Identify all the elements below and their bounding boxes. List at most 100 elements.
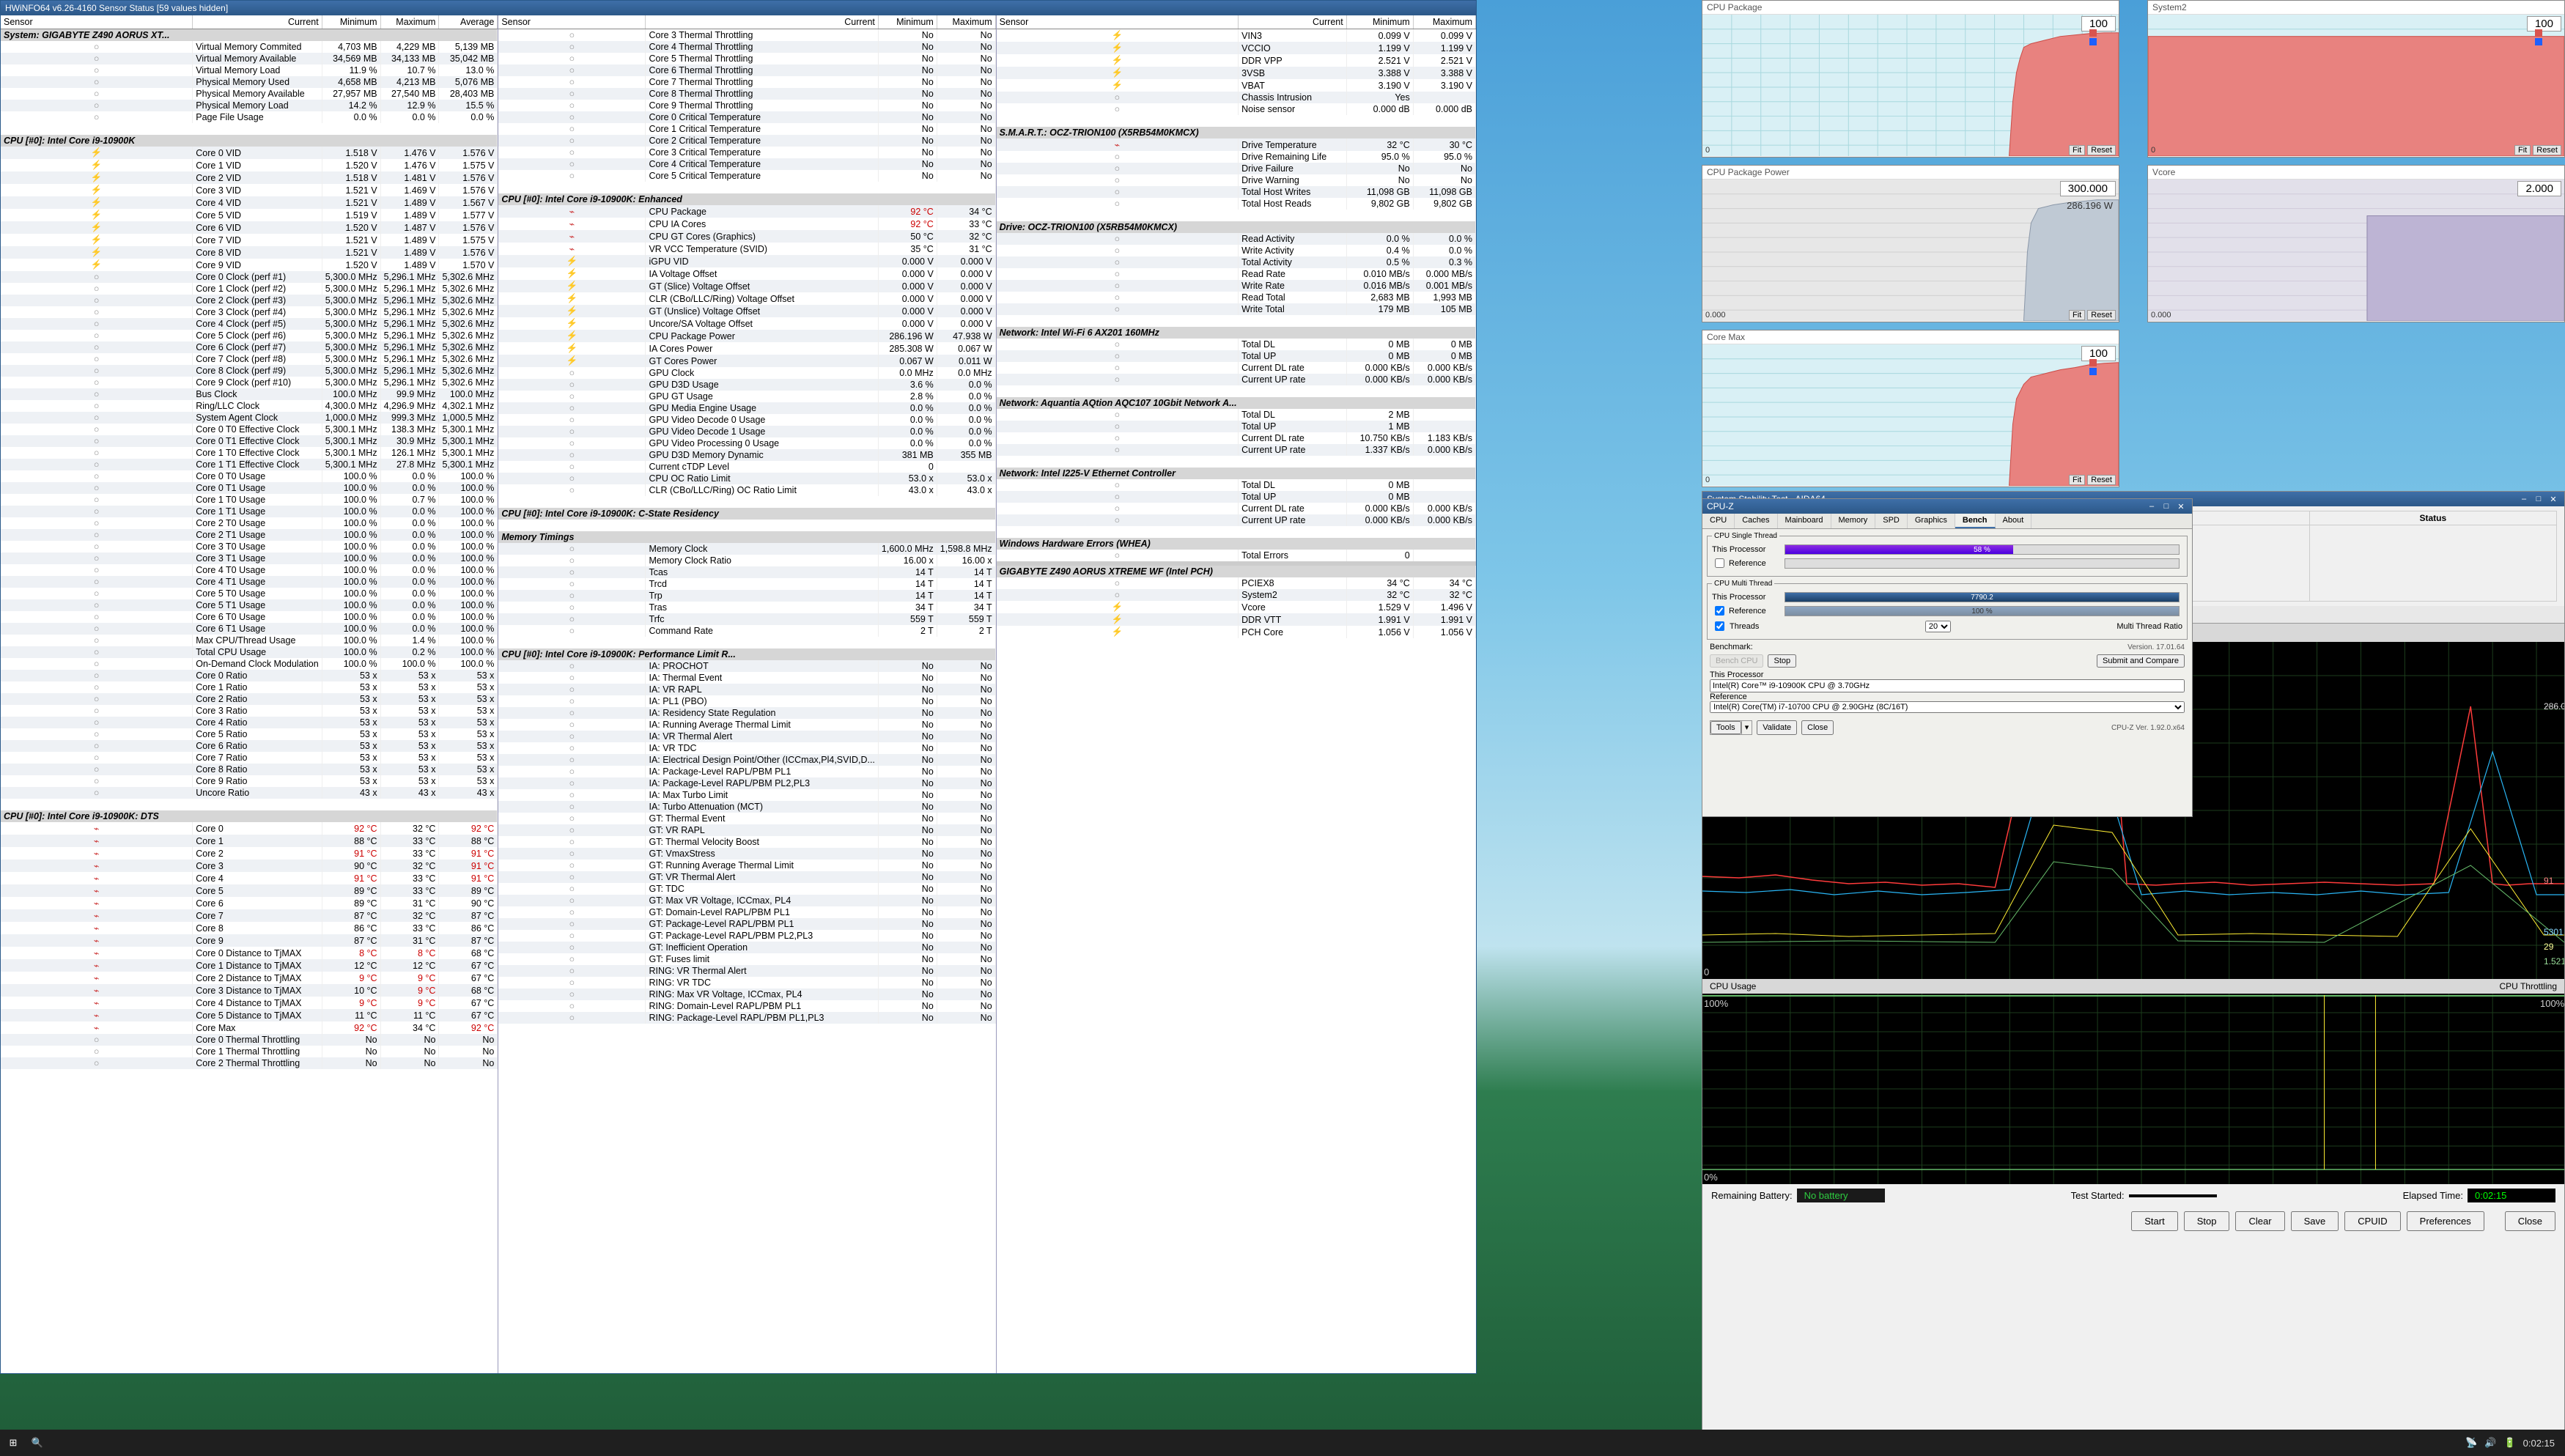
table-row[interactable]: ○ GT: Running Average Thermal Limit No No <box>498 860 995 871</box>
cpuz-bench-cpu-button[interactable]: Bench CPU <box>1710 654 1763 668</box>
table-row[interactable]: Drive: OCZ-TRION100 (X5RB54M0KMCX) <box>997 221 1476 233</box>
search-icon-taskbar[interactable]: 🔍 <box>26 1430 48 1456</box>
table-row[interactable]: ⚡ Core 6 VID 1.520 V 1.487 V 1.576 V <box>1 221 498 234</box>
table-row[interactable]: ○ RING: Max VR Voltage, ICCmax, PL4 No No <box>498 988 995 1000</box>
hwinfo-table-col2[interactable]: Sensor Current Minimum Maximum ○ Core 3 T… <box>498 15 995 1024</box>
stability-save-button[interactable]: Save <box>2291 1211 2339 1231</box>
table-row[interactable]: ⚡ Core 4 VID 1.521 V 1.489 V 1.567 V <box>1 196 498 209</box>
table-row[interactable]: ○ Current DL rate 0.000 KB/s 0.000 KB/s <box>997 362 1476 374</box>
table-row[interactable]: ⚡ VBAT 3.190 V 3.190 V <box>997 79 1476 92</box>
table-row[interactable]: ○ Core 2 Thermal Throttling No No No <box>1 1057 498 1069</box>
table-row[interactable]: ⚡ Core 0 VID 1.518 V 1.476 V 1.576 V <box>1 147 498 159</box>
table-row[interactable]: ○ Core 2 T1 Usage 100.0 % 0.0 % 100.0 % <box>1 529 498 541</box>
table-row[interactable]: ○ Total Activity 0.5 % 0.3 % <box>997 256 1476 268</box>
table-row[interactable]: ○ Physical Memory Available 27,957 MB 27,54… <box>1 88 498 100</box>
table-row[interactable]: ⚡ Vcore 1.529 V 1.496 V <box>997 601 1476 613</box>
table-row[interactable]: ○ Core 4 T0 Usage 100.0 % 0.0 % 100.0 % <box>1 564 498 576</box>
table-row[interactable]: ○ Virtual Memory Load 11.9 % 10.7 % 13.0 % <box>1 64 498 76</box>
table-row[interactable]: CPU [#0]: Intel Core i9-10900K: Enhanced <box>498 193 995 205</box>
table-row[interactable]: ○ Core 4 T1 Usage 100.0 % 0.0 % 100.0 % <box>1 576 498 588</box>
table-row[interactable]: ○ Core 1 Clock (perf #2) 5,300.0 MHz 5,296.… <box>1 283 498 295</box>
cpuz-close-action-button[interactable]: Close <box>1801 720 1834 735</box>
table-row[interactable]: ⚡ Core 8 VID 1.521 V 1.489 V 1.576 V <box>1 246 498 259</box>
table-row[interactable]: ○ Total Host Reads 9,802 GB 9,802 GB <box>997 198 1476 210</box>
table-row[interactable]: ○ Total DL 0 MB 0 MB <box>997 339 1476 350</box>
table-row[interactable]: ○ Total Errors 0 <box>997 550 1476 563</box>
table-row[interactable]: ○ IA: Package-Level RAPL/PBM PL2,PL3 No No <box>498 777 995 789</box>
table-row[interactable]: ⌁ CPU IA Cores 92 °C 33 °C <box>498 218 995 230</box>
table-row[interactable]: CPU [#0]: Intel Core i9-10900K <box>1 135 498 147</box>
table-row[interactable]: ⌁ Core 2 Distance to TjMAX 9 °C 9 °C 67 °C <box>1 972 498 984</box>
table-row[interactable]: ⌁ Core 9 87 °C 31 °C 87 °C <box>1 934 498 947</box>
stability-buttonsrow[interactable]: Start Stop Clear Save CPUID Preferences … <box>1702 1207 2564 1235</box>
table-row[interactable]: CPU [#0]: Intel Core i9-10900K: Performa… <box>498 648 995 660</box>
table-row[interactable]: ○ Core 0 T0 Usage 100.0 % 0.0 % 100.0 % <box>1 470 498 482</box>
table-row[interactable] <box>498 182 995 193</box>
table-row[interactable]: ○ Physical Memory Used 4,658 MB 4,213 MB 5,0… <box>1 76 498 88</box>
cpuz-this-processor-value2[interactable] <box>1710 679 2185 692</box>
table-row[interactable]: ○ IA: VR Thermal Alert No No <box>498 731 995 742</box>
table-row[interactable]: ○ Read Activity 0.0 % 0.0 % <box>997 233 1476 245</box>
table-row[interactable]: ○ GT: Fuses limit No No <box>498 953 995 965</box>
table-row[interactable]: ○ Tcas 14 T 14 T <box>498 566 995 578</box>
table-row[interactable]: ⌁ CPU Package 92 °C 34 °C <box>498 205 995 218</box>
table-row[interactable]: ○ Core 4 Clock (perf #5) 5,300.0 MHz 5,296.… <box>1 318 498 330</box>
table-row[interactable]: ○ Core 0 T1 Usage 100.0 % 0.0 % 100.0 % <box>1 482 498 494</box>
table-row[interactable]: ○ Core 8 Clock (perf #9) 5,300.0 MHz 5,296.… <box>1 365 498 377</box>
table-row[interactable]: ○ IA: Residency State Regulation No No <box>498 707 995 719</box>
table-row[interactable]: ⌁ Core 4 91 °C 33 °C 91 °C <box>1 872 498 884</box>
table-row[interactable]: ○ Read Rate 0.010 MB/s 0.000 MB/s <box>997 268 1476 280</box>
table-row[interactable]: ○ Core 4 Thermal Throttling No No <box>498 41 995 53</box>
table-row[interactable]: ○ Trfc 559 T 559 T <box>498 613 995 625</box>
table-row[interactable]: ⚡ IA Cores Power 285.308 W 0.067 W <box>498 342 995 355</box>
table-row[interactable]: ○ Write Activity 0.4 % 0.0 % <box>997 245 1476 256</box>
table-row[interactable]: ⚡ PCH Core 1.056 V 1.056 V <box>997 626 1476 638</box>
table-row[interactable]: ⌁ Core 1 Distance to TjMAX 12 °C 12 °C 67 °C <box>1 959 498 972</box>
table-row[interactable]: ⌁ Core 4 Distance to TjMAX 9 °C 9 °C 67 °C <box>1 997 498 1009</box>
table-row[interactable]: ○ GPU D3D Usage 3.6 % 0.0 % <box>498 379 995 391</box>
table-row[interactable] <box>997 315 1476 327</box>
table-row[interactable]: ○ Core 5 Critical Temperature No No <box>498 170 995 182</box>
table-row[interactable]: ○ Core 1 T1 Usage 100.0 % 0.0 % 100.0 % <box>1 506 498 517</box>
table-row[interactable]: ○ Core 1 Critical Temperature No No <box>498 123 995 135</box>
table-row[interactable]: ○ Total UP 1 MB <box>997 421 1476 432</box>
table-row[interactable] <box>997 210 1476 221</box>
cpuz-tabs[interactable]: CPU Caches Mainboard Memory SPD Graphics… <box>1702 514 2192 529</box>
table-row[interactable]: ⌁ Drive Temperature 32 °C 30 °C <box>997 138 1476 151</box>
table-row[interactable]: ⚡ GT (Slice) Voltage Offset 0.000 V 0.000 V <box>498 280 995 292</box>
table-row[interactable]: ○ IA: Thermal Event No No <box>498 672 995 684</box>
table-row[interactable]: ○ Current DL rate 0.000 KB/s 0.000 KB/s <box>997 503 1476 514</box>
stability-stop-button[interactable]: Stop <box>2184 1211 2230 1231</box>
table-row[interactable]: ○ Core 3 Thermal Throttling No No <box>498 29 995 42</box>
stability-close-action-button[interactable]: Close <box>2505 1211 2555 1231</box>
cpuz-multi-reference-checkbox[interactable] <box>1715 606 1724 616</box>
table-row[interactable]: ⌁ VR VCC Temperature (SVID) 35 °C 31 °C <box>498 243 995 255</box>
table-row[interactable]: ○ Core 8 Ratio 53 x 53 x 53 x <box>1 764 498 775</box>
table-row[interactable]: ○ Uncore Ratio 43 x 43 x 43 x <box>1 787 498 799</box>
table-row[interactable]: ⚡ Core 5 VID 1.519 V 1.489 V 1.577 V <box>1 209 498 221</box>
table-row[interactable]: ○ Total UP 0 MB 0 MB <box>997 350 1476 362</box>
table-row[interactable]: ○ GT: Domain-Level RAPL/PBM PL1 No No <box>498 906 995 918</box>
table-row[interactable]: ○ Core 3 Ratio 53 x 53 x 53 x <box>1 705 498 717</box>
table-row[interactable]: ○ Core 7 Thermal Throttling No No <box>498 76 995 88</box>
table-row[interactable]: ○ Core 2 Clock (perf #3) 5,300.0 MHz 5,296.… <box>1 295 498 306</box>
cpuz-maximize-button[interactable]: □ <box>2160 502 2173 511</box>
table-row[interactable]: ○ GPU Video Processing 0 Usage 0.0 % 0.0 % <box>498 437 995 449</box>
table-row[interactable]: ○ Core 9 Thermal Throttling No No <box>498 100 995 111</box>
table-row[interactable]: ○ Core 5 Clock (perf #6) 5,300.0 MHz 5,296.… <box>1 330 498 341</box>
cpuz-tab-mainboard[interactable]: Mainboard <box>1778 514 1831 528</box>
table-row[interactable] <box>997 115 1476 127</box>
gadget-core-max[interactable]: Core Max 100 0 Fit Reset <box>1702 330 2119 487</box>
table-row[interactable]: ○ IA: Max Turbo Limit No No <box>498 789 995 801</box>
cpuz-window[interactable]: CPU-Z – □ ✕ CPU Caches Mainboard Memory … <box>1702 498 2193 817</box>
table-row[interactable]: ⚡ Core 3 VID 1.521 V 1.469 V 1.576 V <box>1 184 498 196</box>
table-row[interactable]: ⚡ Uncore/SA Voltage Offset 0.000 V 0.000 V <box>498 317 995 330</box>
table-row[interactable]: ○ GT: VR Thermal Alert No No <box>498 871 995 883</box>
table-row[interactable]: ○ GT: Inefficient Operation No No <box>498 942 995 953</box>
hwinfo-table-col1[interactable]: Sensor Current Minimum Maximum Average S… <box>1 15 498 1069</box>
hwinfo-table-col3[interactable]: Sensor Current Minimum Maximum ⚡ VIN3 0.09… <box>997 15 1476 638</box>
cpuz-tools-dropdown-icon[interactable]: ▾ <box>1741 721 1752 734</box>
cpuz-minimize-button[interactable]: – <box>2145 502 2158 511</box>
table-row[interactable]: GIGABYTE Z490 AORUS XTREME WF (Intel PCH… <box>997 563 1476 577</box>
